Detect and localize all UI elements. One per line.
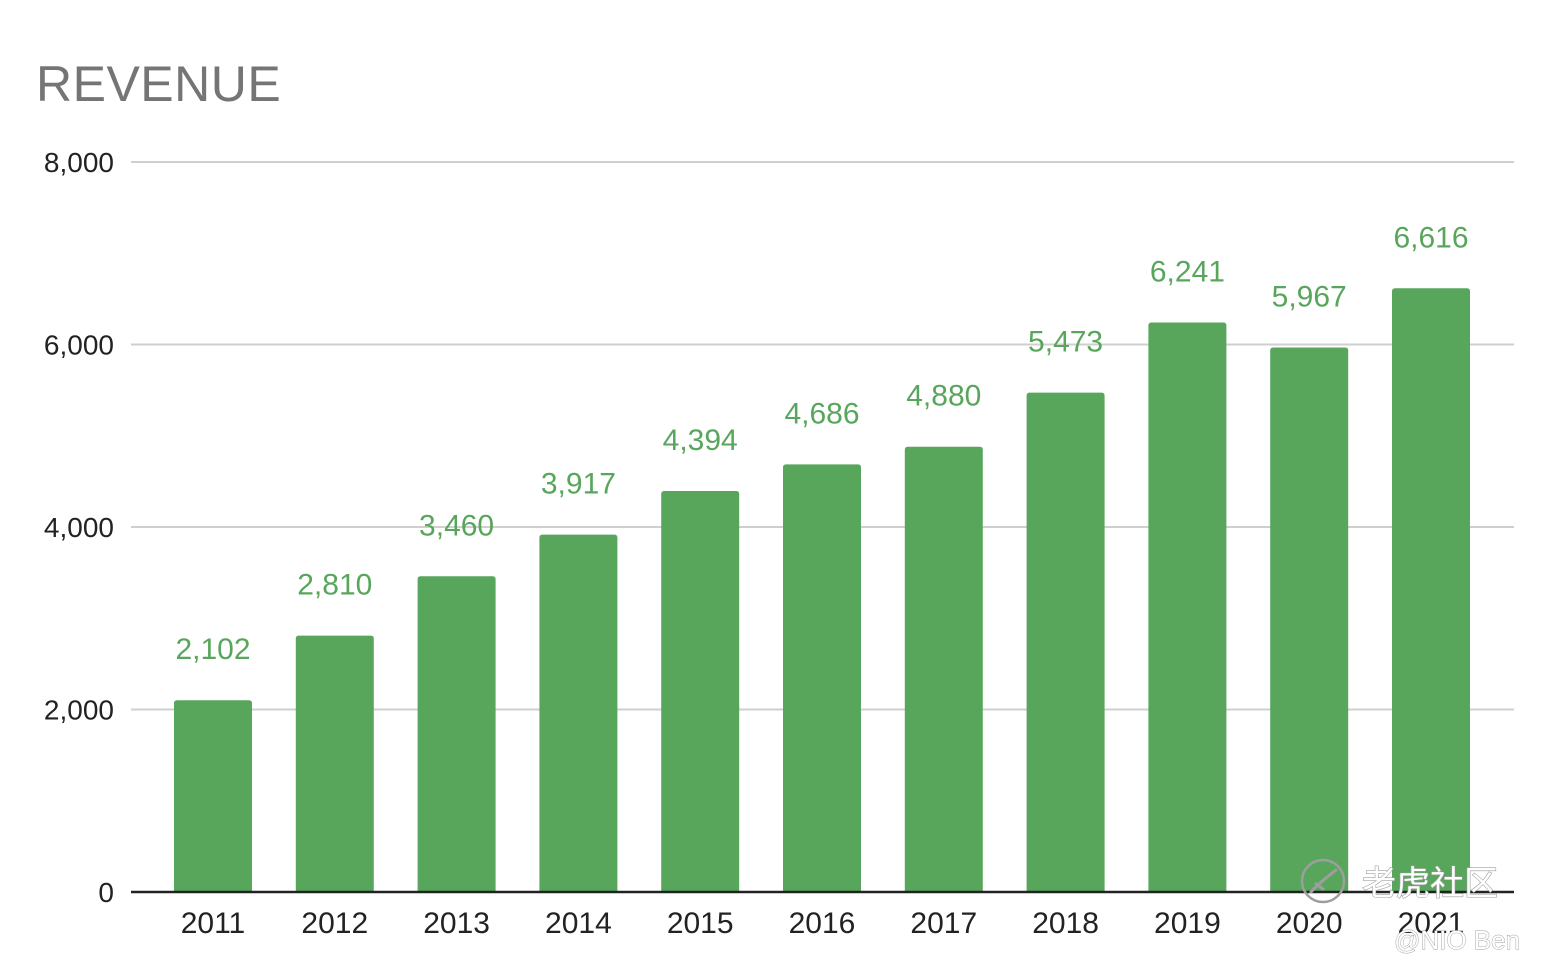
bar-2015: [661, 491, 740, 892]
x-axis-ticks: 2011 2012 2013 2014 2015 2016 2017 2018 2019 2020…: [181, 907, 1465, 940]
data-label-2018: 5,473: [1028, 326, 1103, 359]
watermark: 老虎社区 @NIO Ben: [1300, 858, 1521, 955]
data-label-2014: 3,917: [541, 468, 616, 501]
y-tick-label: 8,000: [44, 147, 114, 178]
data-label-2013: 3,460: [419, 509, 494, 542]
bar-2012: [295, 635, 374, 892]
y-axis-ticks: 0 2,000 4,000 6,000 8,000: [44, 147, 114, 908]
tiger-logo-icon: [1300, 858, 1346, 904]
x-tick-label-2021: 2021: [1398, 907, 1465, 940]
x-tick-label-2020: 2020: [1276, 907, 1343, 940]
y-tick-label: 6,000: [44, 330, 114, 361]
y-tick-label: 4,000: [44, 512, 114, 543]
bar-2017: [904, 446, 983, 892]
data-label-2017: 4,880: [906, 380, 981, 413]
bars: [174, 288, 1470, 893]
bar-2021: [1392, 288, 1470, 892]
watermark-site: 老虎社区: [1362, 865, 1498, 903]
data-label-2016: 4,686: [784, 397, 859, 430]
x-tick-label-2016: 2016: [789, 907, 856, 940]
data-label-2012: 2,810: [297, 569, 372, 602]
bar-2011: [174, 700, 252, 892]
bar-2020: [1270, 347, 1349, 893]
watermark-user: @NIO Ben: [1394, 925, 1520, 955]
data-label-2019: 6,241: [1150, 256, 1225, 289]
x-tick-label-2018: 2018: [1032, 907, 1099, 940]
x-tick-label-2013: 2013: [423, 907, 490, 940]
bar-2016: [783, 464, 861, 892]
data-label-2020: 5,967: [1272, 281, 1347, 314]
bar-2013: [417, 576, 496, 892]
data-label-2015: 4,394: [663, 424, 738, 457]
x-tick-label-2012: 2012: [301, 907, 368, 940]
y-tick-label: 0: [98, 877, 114, 908]
x-tick-label-2017: 2017: [910, 907, 977, 940]
x-tick-label-2019: 2019: [1154, 907, 1221, 940]
data-label-2021: 6,616: [1393, 221, 1468, 254]
x-tick-label-2011: 2011: [181, 907, 246, 940]
data-labels: 2,102 2,810 3,460 3,917 4,394 4,686 4,880 5,473…: [175, 221, 1468, 666]
x-tick-label-2014: 2014: [545, 907, 612, 940]
data-label-2011: 2,102: [175, 633, 250, 666]
chart-title: REVENUE: [36, 56, 282, 112]
y-tick-label: 2,000: [44, 695, 114, 726]
bar-2019: [1148, 322, 1227, 892]
bar-2014: [539, 534, 618, 892]
bar-2018: [1026, 392, 1105, 892]
x-tick-label-2015: 2015: [667, 907, 734, 940]
